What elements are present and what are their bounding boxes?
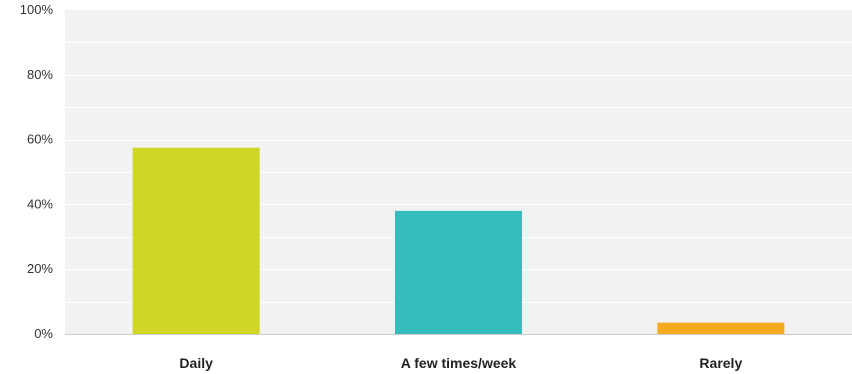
- bar-a-few-times-week: [395, 210, 522, 334]
- x-tick-label: Daily: [179, 355, 213, 371]
- y-tick-label: 100%: [20, 2, 54, 17]
- x-tick-label: Rarely: [699, 355, 742, 371]
- y-tick-label: 60%: [27, 132, 53, 147]
- bar-rarely: [657, 322, 785, 334]
- bar-daily: [132, 147, 260, 334]
- y-tick-label: 20%: [27, 261, 53, 276]
- y-tick-label: 80%: [27, 67, 53, 82]
- x-tick-label: A few times/week: [401, 355, 517, 371]
- y-tick-label: 0%: [34, 326, 53, 341]
- y-tick-label: 40%: [27, 196, 53, 211]
